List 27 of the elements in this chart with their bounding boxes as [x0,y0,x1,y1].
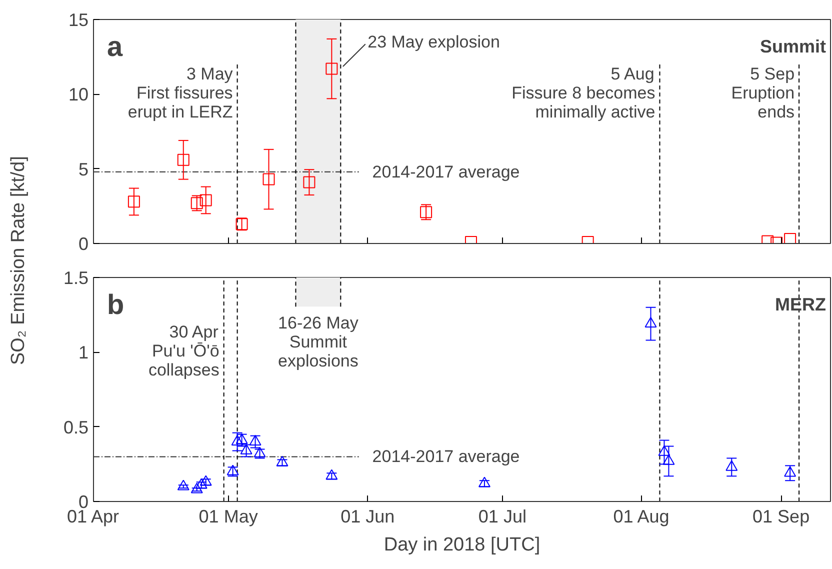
annotation: 23 May explosion [368,32,500,52]
ref-line-label: 2014-2017 average [372,447,520,466]
ref-line-label: 2014-2017 average [372,162,520,182]
y-tick-label: 0.5 [63,417,89,438]
x-tick-label: 01 Jul [478,506,526,526]
y-tick-label: 0 [78,234,89,254]
y-tick-label: 1 [78,342,89,363]
band-label: 16-26 May Summit explosions [278,313,359,370]
x-tick-label: 01 May [198,506,258,526]
annotation: a [106,30,123,62]
y-tick-label: 15 [68,10,89,30]
annotation: Summit [760,36,826,56]
ref-line-label: 5 Aug Fissure 8 becomes minimally active [512,64,656,122]
ref-line-label: 5 Sep Eruption ends [731,64,795,122]
y-tick-label: 10 [68,84,89,105]
annotation: MERZ [775,294,826,314]
annotation: b [106,288,124,320]
y-tick-label: 1.5 [63,268,89,288]
x-tick-label: 01 Apr [66,506,120,526]
y-axis-title: SO₂ Emission Rate [kt/d] [8,156,29,366]
x-tick-label: 01 Jun [340,506,395,526]
x-axis-title: Day in 2018 [UTC] [384,534,540,556]
ref-line-label: 30 Apr Pu'u 'Ō'ō collapses [148,322,220,380]
ref-line-label: 3 May First fissures erupt in LERZ [128,64,234,122]
x-tick-label: 01 Aug [613,506,670,526]
x-tick-label: 01 Sep [752,506,810,526]
y-tick-label: 5 [78,159,89,180]
